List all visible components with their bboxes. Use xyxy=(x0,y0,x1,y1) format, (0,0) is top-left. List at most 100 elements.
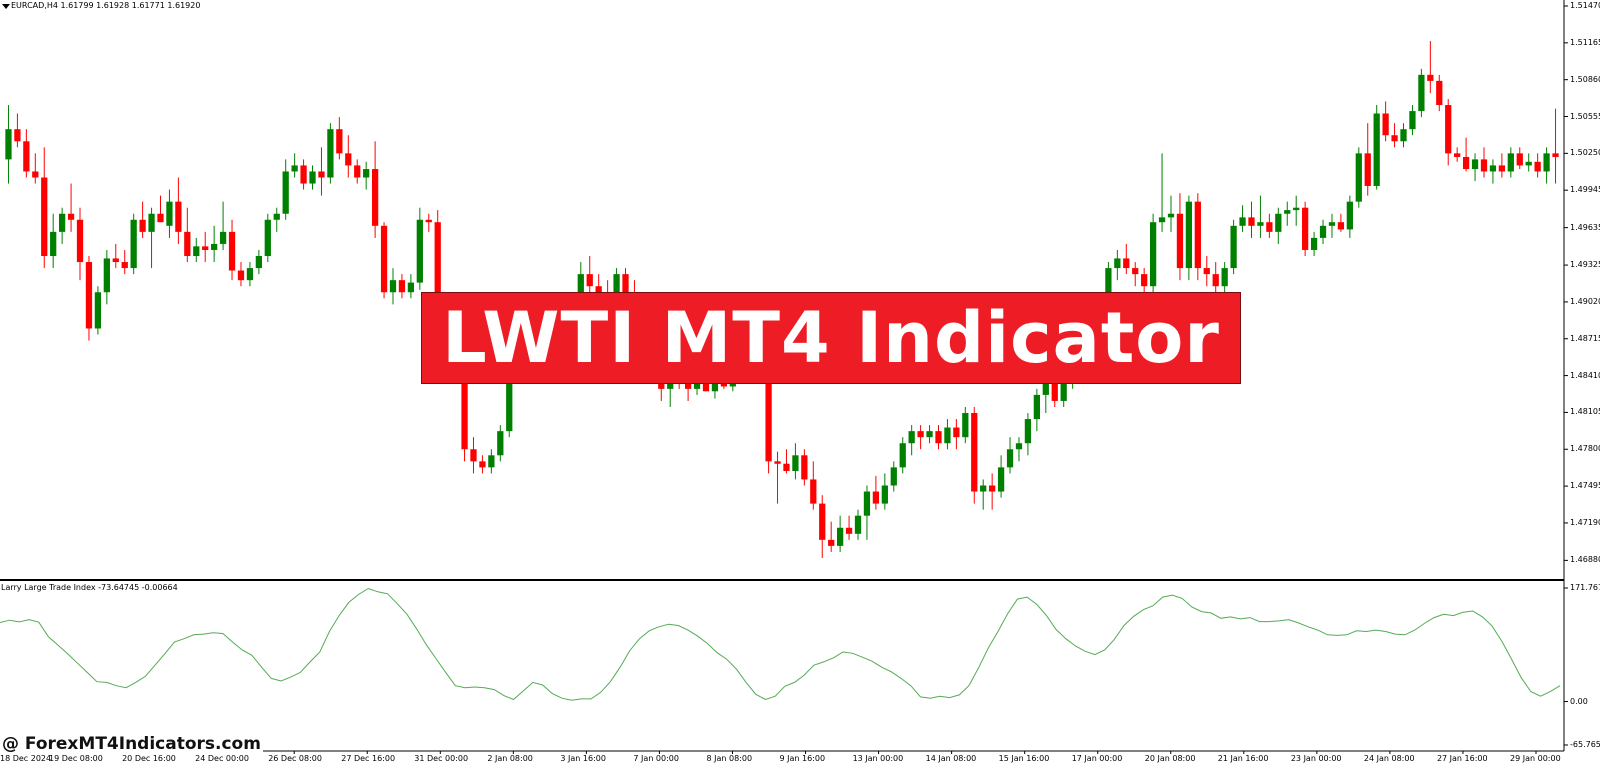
time-tick-label: 29 Jan 00:00 xyxy=(1510,754,1561,763)
bull-candle xyxy=(5,105,12,184)
bear-candle xyxy=(1382,101,1389,142)
candle-body xyxy=(32,171,39,178)
candle-body xyxy=(1525,161,1532,166)
candle-body xyxy=(148,213,155,232)
bull-candle xyxy=(246,262,254,287)
candle-body xyxy=(345,153,352,166)
time-tick-label: 31 Dec 00:00 xyxy=(414,754,469,763)
candle-body xyxy=(1498,165,1506,172)
time-tick-label: 24 Jan 08:00 xyxy=(1363,754,1415,763)
bear-candle xyxy=(953,419,960,450)
indicator-tick-label: -65.7656 xyxy=(1570,740,1600,749)
bull-candle xyxy=(50,213,57,269)
candle-body xyxy=(58,213,66,232)
bull-candle xyxy=(944,419,951,450)
bear-candle xyxy=(1498,153,1506,178)
candle-body xyxy=(139,219,146,232)
candle-body xyxy=(1418,74,1425,112)
bear-candle xyxy=(1427,41,1434,93)
time-tick-label: 14 Jan 08:00 xyxy=(925,754,977,763)
time-tick-label: 13 Jan 00:00 xyxy=(852,754,904,763)
candle-body xyxy=(828,539,835,546)
bull-candle xyxy=(1507,147,1514,178)
bull-candle xyxy=(1015,437,1023,462)
candle-body xyxy=(1203,268,1210,275)
candle-body xyxy=(327,129,334,178)
bull-candle xyxy=(1167,195,1175,232)
candle-body xyxy=(363,169,370,178)
candle-body xyxy=(1337,222,1345,230)
time-tick-label: 19 Dec 08:00 xyxy=(49,754,103,763)
candle-body xyxy=(980,485,987,492)
candle-body xyxy=(41,177,48,257)
candle-body xyxy=(863,491,871,516)
candle-body xyxy=(1114,258,1121,269)
candle-body xyxy=(1167,213,1175,218)
bear-candle xyxy=(300,159,307,190)
chart-menu-triangle-icon[interactable] xyxy=(2,4,10,9)
bull-candle xyxy=(497,425,504,462)
candle-body xyxy=(1230,225,1237,269)
bull-candle xyxy=(407,274,415,299)
bear-candle xyxy=(1302,201,1309,257)
bull-candle xyxy=(488,449,495,474)
candle-body xyxy=(130,219,137,269)
candle-body xyxy=(1176,213,1184,269)
bull-candle xyxy=(1293,195,1300,226)
candle-body xyxy=(1060,382,1067,401)
candle-body xyxy=(1445,105,1452,154)
candle-body xyxy=(1302,207,1309,250)
bull-candle xyxy=(1275,207,1282,244)
bear-candle xyxy=(112,243,119,269)
candle-body xyxy=(1158,217,1166,223)
price-tick-label: 1.47800 xyxy=(1570,444,1600,454)
bear-candle xyxy=(1364,123,1371,196)
candle-body xyxy=(1275,213,1282,232)
candle-body xyxy=(1185,201,1193,269)
bull-candle xyxy=(282,159,289,220)
candle-body xyxy=(1051,376,1058,401)
time-tick-label: 20 Jan 08:00 xyxy=(1144,754,1196,763)
indicator-label: Larry Large Trade Index -73.64745 -0.006… xyxy=(1,583,178,592)
bull-candle xyxy=(130,213,137,275)
candle-body xyxy=(1212,274,1219,287)
candle-body xyxy=(1454,153,1461,157)
bull-candle xyxy=(193,237,200,263)
bear-candle xyxy=(989,473,996,510)
bull-candle xyxy=(1400,123,1407,148)
candle-body xyxy=(801,455,808,480)
bull-candle xyxy=(166,189,173,238)
bear-candle xyxy=(14,113,21,148)
price-tick-label: 1.50555 xyxy=(1570,111,1600,121)
candle-body xyxy=(166,201,173,226)
candle-body xyxy=(1507,153,1514,172)
bull-candle xyxy=(273,207,280,232)
candle-body xyxy=(1489,165,1497,172)
candle-body xyxy=(845,527,853,534)
bull-candle xyxy=(1471,153,1479,182)
candle-body xyxy=(121,262,128,269)
bear-candle xyxy=(175,177,182,244)
candle-body xyxy=(407,282,415,293)
bear-candle xyxy=(801,449,808,486)
bull-candle xyxy=(997,455,1005,498)
bull-candle xyxy=(1355,147,1362,208)
bear-candle xyxy=(1194,193,1201,281)
indicator-tick-label: 0.00 xyxy=(1570,696,1588,706)
bull-candle xyxy=(1373,105,1380,190)
bull-candle xyxy=(980,479,987,510)
candle-body xyxy=(997,467,1005,492)
candle-body xyxy=(354,165,361,178)
bull-candle xyxy=(1284,201,1291,226)
bear-candle xyxy=(1212,262,1219,293)
price-tick-label: 1.49945 xyxy=(1570,185,1600,195)
candle-body xyxy=(157,213,164,223)
bear-candle xyxy=(1203,256,1210,287)
price-tick-label: 1.51470 xyxy=(1570,1,1600,10)
candle-body xyxy=(1471,159,1479,170)
bull-candle xyxy=(219,201,227,250)
time-tick-label: 23 Jan 00:00 xyxy=(1290,754,1342,763)
candle-body xyxy=(1033,394,1040,420)
bear-candle xyxy=(917,425,924,450)
bull-candle xyxy=(309,165,316,190)
